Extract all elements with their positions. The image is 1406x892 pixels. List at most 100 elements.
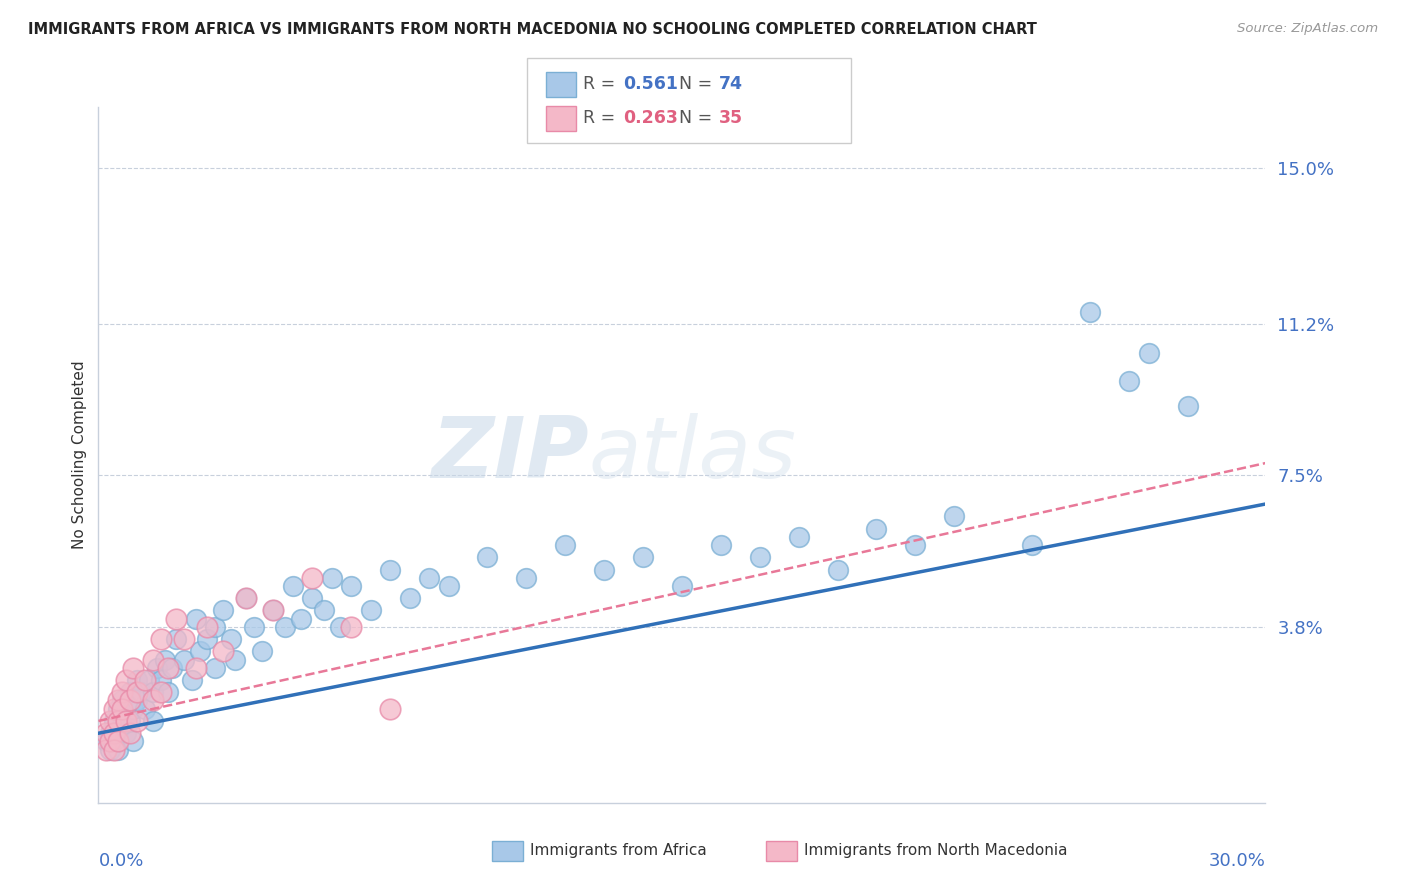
Point <box>321 571 343 585</box>
Point <box>114 726 136 740</box>
Point <box>312 603 335 617</box>
Point <box>98 726 121 740</box>
Text: Immigrants from Africa: Immigrants from Africa <box>530 844 707 858</box>
Point <box>212 603 235 617</box>
Point <box>301 571 323 585</box>
Point <box>748 550 770 565</box>
Point <box>437 579 460 593</box>
Point <box>1118 374 1140 388</box>
Point <box>146 661 169 675</box>
Point <box>195 632 218 646</box>
Point <box>138 673 160 687</box>
Point <box>235 591 257 606</box>
Y-axis label: No Schooling Completed: No Schooling Completed <box>72 360 87 549</box>
Text: atlas: atlas <box>589 413 797 497</box>
Text: Immigrants from North Macedonia: Immigrants from North Macedonia <box>804 844 1067 858</box>
Point <box>165 612 187 626</box>
Point <box>787 530 810 544</box>
Point <box>142 652 165 666</box>
Point <box>162 661 184 675</box>
Point <box>378 701 402 715</box>
Point <box>96 742 118 756</box>
Point <box>98 734 121 748</box>
Point <box>111 685 134 699</box>
Point <box>593 562 616 576</box>
Point <box>329 620 352 634</box>
Point <box>477 550 499 565</box>
Point <box>188 644 211 658</box>
Point <box>103 742 125 756</box>
Point <box>262 603 284 617</box>
Point <box>827 562 849 576</box>
Point <box>157 661 180 675</box>
Point <box>103 701 125 715</box>
Text: 0.263: 0.263 <box>623 109 678 127</box>
Point <box>107 693 129 707</box>
Point <box>142 685 165 699</box>
Point <box>165 632 187 646</box>
Point <box>129 685 152 699</box>
Point <box>107 742 129 756</box>
Point <box>184 612 207 626</box>
Point <box>122 734 145 748</box>
Point <box>127 673 149 687</box>
Point <box>340 620 363 634</box>
Point <box>107 714 129 728</box>
Text: 0.561: 0.561 <box>623 75 678 93</box>
Point <box>114 714 136 728</box>
Text: IMMIGRANTS FROM AFRICA VS IMMIGRANTS FROM NORTH MACEDONIA NO SCHOOLING COMPLETED: IMMIGRANTS FROM AFRICA VS IMMIGRANTS FRO… <box>28 22 1038 37</box>
Text: 30.0%: 30.0% <box>1209 852 1265 870</box>
Point <box>290 612 312 626</box>
Text: Source: ZipAtlas.com: Source: ZipAtlas.com <box>1237 22 1378 36</box>
Point <box>107 734 129 748</box>
Point <box>515 571 537 585</box>
Text: 0.0%: 0.0% <box>98 852 143 870</box>
Point <box>153 652 176 666</box>
Point <box>224 652 246 666</box>
Point <box>127 693 149 707</box>
Point <box>114 710 136 724</box>
Point <box>103 734 125 748</box>
Point <box>671 579 693 593</box>
Point <box>149 673 172 687</box>
Point <box>157 685 180 699</box>
Point <box>118 693 141 707</box>
Point <box>195 620 218 634</box>
Point <box>173 632 195 646</box>
Point <box>1137 345 1160 359</box>
Point <box>184 661 207 675</box>
Point <box>360 603 382 617</box>
Point <box>98 714 121 728</box>
Text: R =: R = <box>583 109 621 127</box>
Point <box>118 714 141 728</box>
Point <box>554 538 576 552</box>
Point <box>710 538 733 552</box>
Point <box>134 701 156 715</box>
Point <box>134 673 156 687</box>
Point <box>204 620 226 634</box>
Text: N =: N = <box>679 109 718 127</box>
Point <box>114 673 136 687</box>
Point <box>235 591 257 606</box>
Point <box>904 538 927 552</box>
Point <box>96 734 118 748</box>
Point <box>378 562 402 576</box>
Point <box>122 701 145 715</box>
Point <box>243 620 266 634</box>
Point <box>127 714 149 728</box>
Point <box>149 685 172 699</box>
Point <box>250 644 273 658</box>
Point <box>142 714 165 728</box>
Point <box>103 714 125 728</box>
Point <box>111 701 134 715</box>
Point <box>142 693 165 707</box>
Point <box>127 685 149 699</box>
Point <box>1080 304 1102 318</box>
Point <box>219 632 242 646</box>
Text: 35: 35 <box>718 109 742 127</box>
Point <box>212 644 235 658</box>
Point <box>274 620 297 634</box>
Point <box>301 591 323 606</box>
Point <box>98 742 121 756</box>
Point <box>943 509 966 524</box>
